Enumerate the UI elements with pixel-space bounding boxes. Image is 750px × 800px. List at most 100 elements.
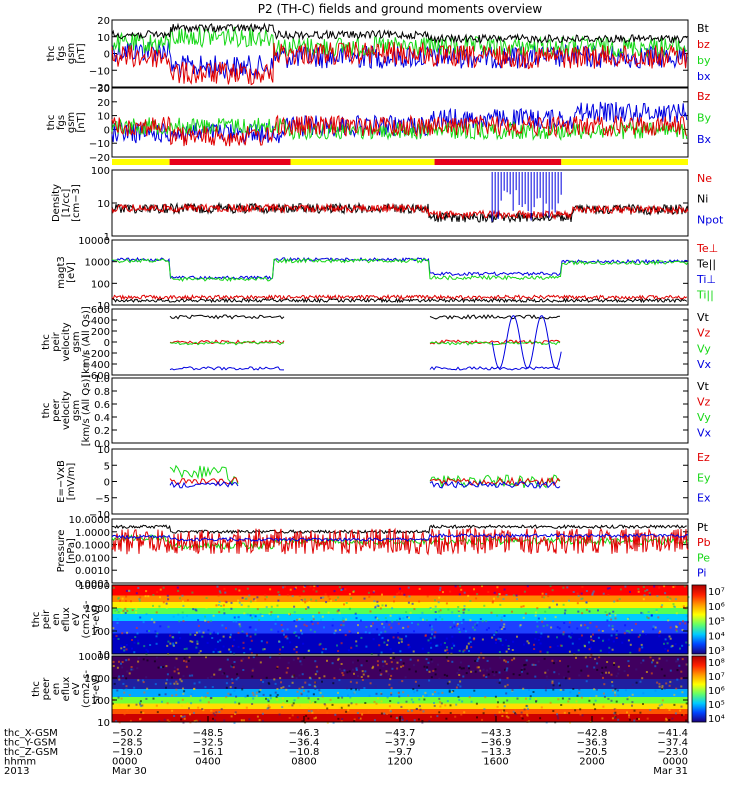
- y-tick-label: 10: [97, 33, 110, 44]
- y-tick-label: −20: [89, 153, 110, 164]
- x-axis-row-label: thc_Y-GSM: [4, 738, 56, 749]
- y-axis-label-line: velocity: [61, 391, 72, 430]
- legend-entry: Ex: [697, 492, 711, 505]
- x-axis-value: −43.3: [481, 728, 512, 739]
- y-axis-label-line: peir: [41, 609, 52, 629]
- x-axis-value: −36.9: [481, 738, 512, 749]
- legend-entry: Vx: [697, 426, 712, 439]
- y-tick-label: 10.0000: [69, 515, 110, 526]
- y-axis-label-line: peir: [51, 331, 62, 351]
- y-tick-label: 400: [91, 316, 110, 327]
- y-tick-label: −200: [83, 349, 110, 360]
- y-tick-label: 10: [97, 199, 110, 210]
- x-axis-value: −37.4: [657, 738, 688, 749]
- y-tick-label: −10: [89, 139, 110, 150]
- y-axis-label-line: [nT]: [76, 112, 87, 132]
- colorbar-tick-label: 10⁸: [708, 658, 725, 669]
- y-tick-label: 10: [97, 445, 110, 456]
- y-axis-label-line: Density: [51, 184, 62, 222]
- y-axis-label-line: [eV]: [66, 262, 77, 283]
- y-tick-label: 600: [91, 305, 110, 316]
- series-line: [111, 117, 688, 142]
- y-axis-label-line: velocity: [61, 322, 72, 361]
- y-tick-label: 10: [97, 650, 110, 661]
- x-axis-value: 0400: [195, 757, 220, 768]
- x-axis-value: −48.5: [193, 728, 224, 739]
- colorbar-tick-label: 10⁶: [708, 602, 725, 613]
- legend-entry: By: [697, 112, 712, 125]
- y-tick-label: 20: [97, 16, 110, 27]
- x-axis-value: −50.2: [112, 728, 143, 739]
- legend-entry: by: [697, 54, 711, 67]
- y-tick-label: 5: [104, 461, 110, 472]
- y-axis-label-line: (cm2-s-: [81, 670, 92, 708]
- y-axis-label: thc peer en eflux eV (cm2-s-sr-eV): [31, 670, 102, 708]
- panel-efield: 10 5 0 −5 −10 E=−VxB [mV/m] Ez Ey Ex: [56, 445, 711, 521]
- x-axis-value: −16.1: [193, 747, 224, 758]
- y-axis-label-line: E=−VxB: [56, 460, 67, 503]
- x-axis-value: 2000: [579, 757, 604, 768]
- x-axis-value: 0800: [291, 757, 316, 768]
- y-tick-label: 100: [91, 696, 110, 707]
- x-axis-value: −20.5: [577, 747, 608, 758]
- colorbar-tick-label: 10³: [708, 646, 725, 657]
- y-tick-label: −10: [89, 510, 110, 521]
- series-line: [491, 315, 562, 369]
- y-axis-label-line: gsm: [66, 112, 77, 133]
- date-start-label: Mar 30: [112, 766, 147, 777]
- x-axis-value: −36.3: [577, 738, 608, 749]
- colorbar-tick-label: 10⁴: [708, 631, 725, 642]
- y-tick-label: 0.0001: [75, 579, 110, 590]
- colorbar-tick-label: 10⁷: [708, 587, 725, 598]
- y-tick-label: −400: [83, 360, 110, 371]
- y-tick-label: 200: [91, 327, 110, 338]
- y-axis-label: Pressure [nPa]: [56, 530, 77, 573]
- legend-entry: Npot: [697, 213, 724, 226]
- y-tick-label: 0.0010: [75, 566, 110, 577]
- y-axis-label: magt3 [eV]: [56, 256, 77, 289]
- series-line: [169, 340, 561, 346]
- y-tick-label: 100: [91, 627, 110, 638]
- y-tick-label: 10: [97, 718, 110, 729]
- panel-peir-spec: 10⁷ 10⁶ 10⁵ 10⁴ 10³ 10000 1000 100 10 thc peir en ef…: [31, 581, 725, 661]
- series-line: [111, 202, 689, 221]
- x-axis-value: −23.0: [657, 747, 688, 758]
- y-axis-label-line: eflux: [61, 677, 72, 702]
- y-tick-label: 0: [104, 50, 110, 61]
- x-axis-value: −37.9: [385, 738, 416, 749]
- x-axis-value: −32.5: [193, 738, 224, 749]
- colorbar-tick-label: 10⁶: [708, 686, 725, 697]
- colorbar: 10⁷ 10⁶ 10⁵ 10⁴ 10³: [691, 584, 725, 657]
- legend-entry: Bx: [697, 133, 712, 146]
- y-tick-label: −10: [89, 66, 110, 77]
- y-tick-label: 20: [97, 98, 110, 109]
- y-tick-label: 1.0000: [75, 528, 110, 539]
- y-axis-label-line: eV: [71, 613, 82, 626]
- series-line: [111, 257, 689, 282]
- legend-entry: Vt: [697, 311, 710, 324]
- y-axis-label-line: en: [51, 613, 62, 626]
- series-line: [111, 526, 689, 556]
- y-axis-label-line: gsm: [66, 43, 77, 64]
- y-axis-label-line: fgs: [56, 46, 67, 61]
- y-tick-label: 1.0: [94, 374, 110, 385]
- y-tick-label: −20: [89, 83, 110, 94]
- legend-entry: Ez: [697, 451, 710, 464]
- y-axis-label-line: (cm2-s-: [81, 600, 92, 638]
- legend-entry: Pb: [697, 536, 711, 549]
- y-axis-label-line: [nT]: [76, 43, 87, 63]
- x-axis-value: −28.5: [112, 738, 143, 749]
- y-axis-label-line: magt3: [56, 256, 67, 289]
- x-axis-value: −13.3: [481, 747, 512, 758]
- legend-entry: Ti||: [696, 288, 714, 301]
- series-line: [112, 256, 689, 281]
- x-axis-table: thc_X-GSM −50.2 −48.5 −46.3 −43.7 −43.3 −42.8−…: [4, 728, 688, 777]
- colorbar-tick-label: 10⁵: [708, 700, 725, 711]
- legend-entry: bx: [697, 70, 711, 83]
- legend-entry: Vt: [697, 380, 710, 393]
- y-axis-label-line: eV: [71, 682, 82, 695]
- y-tick-label: 0.4: [94, 413, 110, 424]
- y-tick-label: 1: [104, 232, 110, 243]
